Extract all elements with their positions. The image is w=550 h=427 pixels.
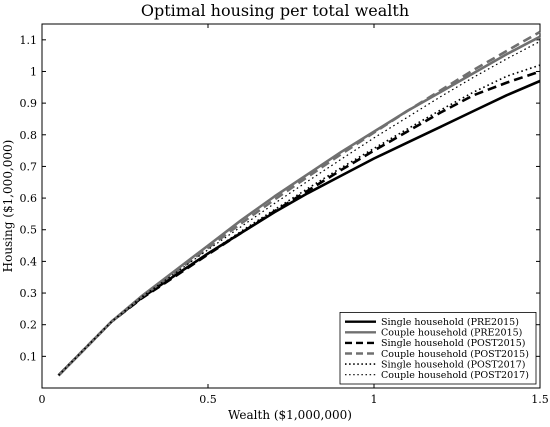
- legend-label: Couple household (POST2017): [381, 370, 529, 381]
- y-tick-label: 1.1: [20, 34, 38, 47]
- y-tick-label: 0.9: [20, 97, 38, 110]
- y-tick-label: 0.8: [20, 129, 38, 142]
- y-axis-label: Housing ($1,000,000): [1, 140, 15, 273]
- axis-ticks: 0 0.5 1 1.5 0.1 0.2 0.3 0.4 0.5 0.6 0.7 0.8 0.9 1 1.1: [20, 24, 549, 406]
- legend: Single household (PRE2015)Couple househo…: [339, 311, 537, 385]
- y-tick-label: 0.3: [20, 287, 38, 300]
- legend-label: Couple household (PRE2015): [381, 328, 522, 339]
- x-tick-label: 0.5: [199, 393, 217, 406]
- series-lines: [57, 30, 541, 377]
- plot-frame: [41, 23, 541, 389]
- series-line-3: [57, 70, 541, 377]
- legend-box: [339, 311, 537, 385]
- y-tick-label: 0.6: [20, 192, 38, 205]
- x-tick-label: 1.5: [531, 393, 549, 406]
- y-tick-label: 1: [30, 65, 37, 78]
- x-tick-label: 0: [39, 393, 46, 406]
- x-axis-label: Wealth ($1,000,000): [228, 408, 352, 422]
- legend-label: Single household (PRE2015): [381, 317, 519, 328]
- y-tick-label: 0.7: [20, 160, 38, 173]
- y-tick-label: 0.4: [20, 255, 38, 268]
- chart-title: Optimal housing per total wealth: [141, 1, 409, 20]
- series-line-4: [57, 30, 541, 377]
- y-tick-label: 0.1: [20, 350, 38, 363]
- legend-label: Single household (POST2017): [381, 359, 525, 370]
- legend-label: Single household (POST2015): [381, 338, 525, 349]
- y-tick-label: 0.2: [20, 319, 38, 332]
- x-tick-label: 1: [371, 393, 378, 406]
- y-tick-label: 0.5: [20, 224, 38, 237]
- legend-label: Couple household (POST2015): [381, 349, 529, 360]
